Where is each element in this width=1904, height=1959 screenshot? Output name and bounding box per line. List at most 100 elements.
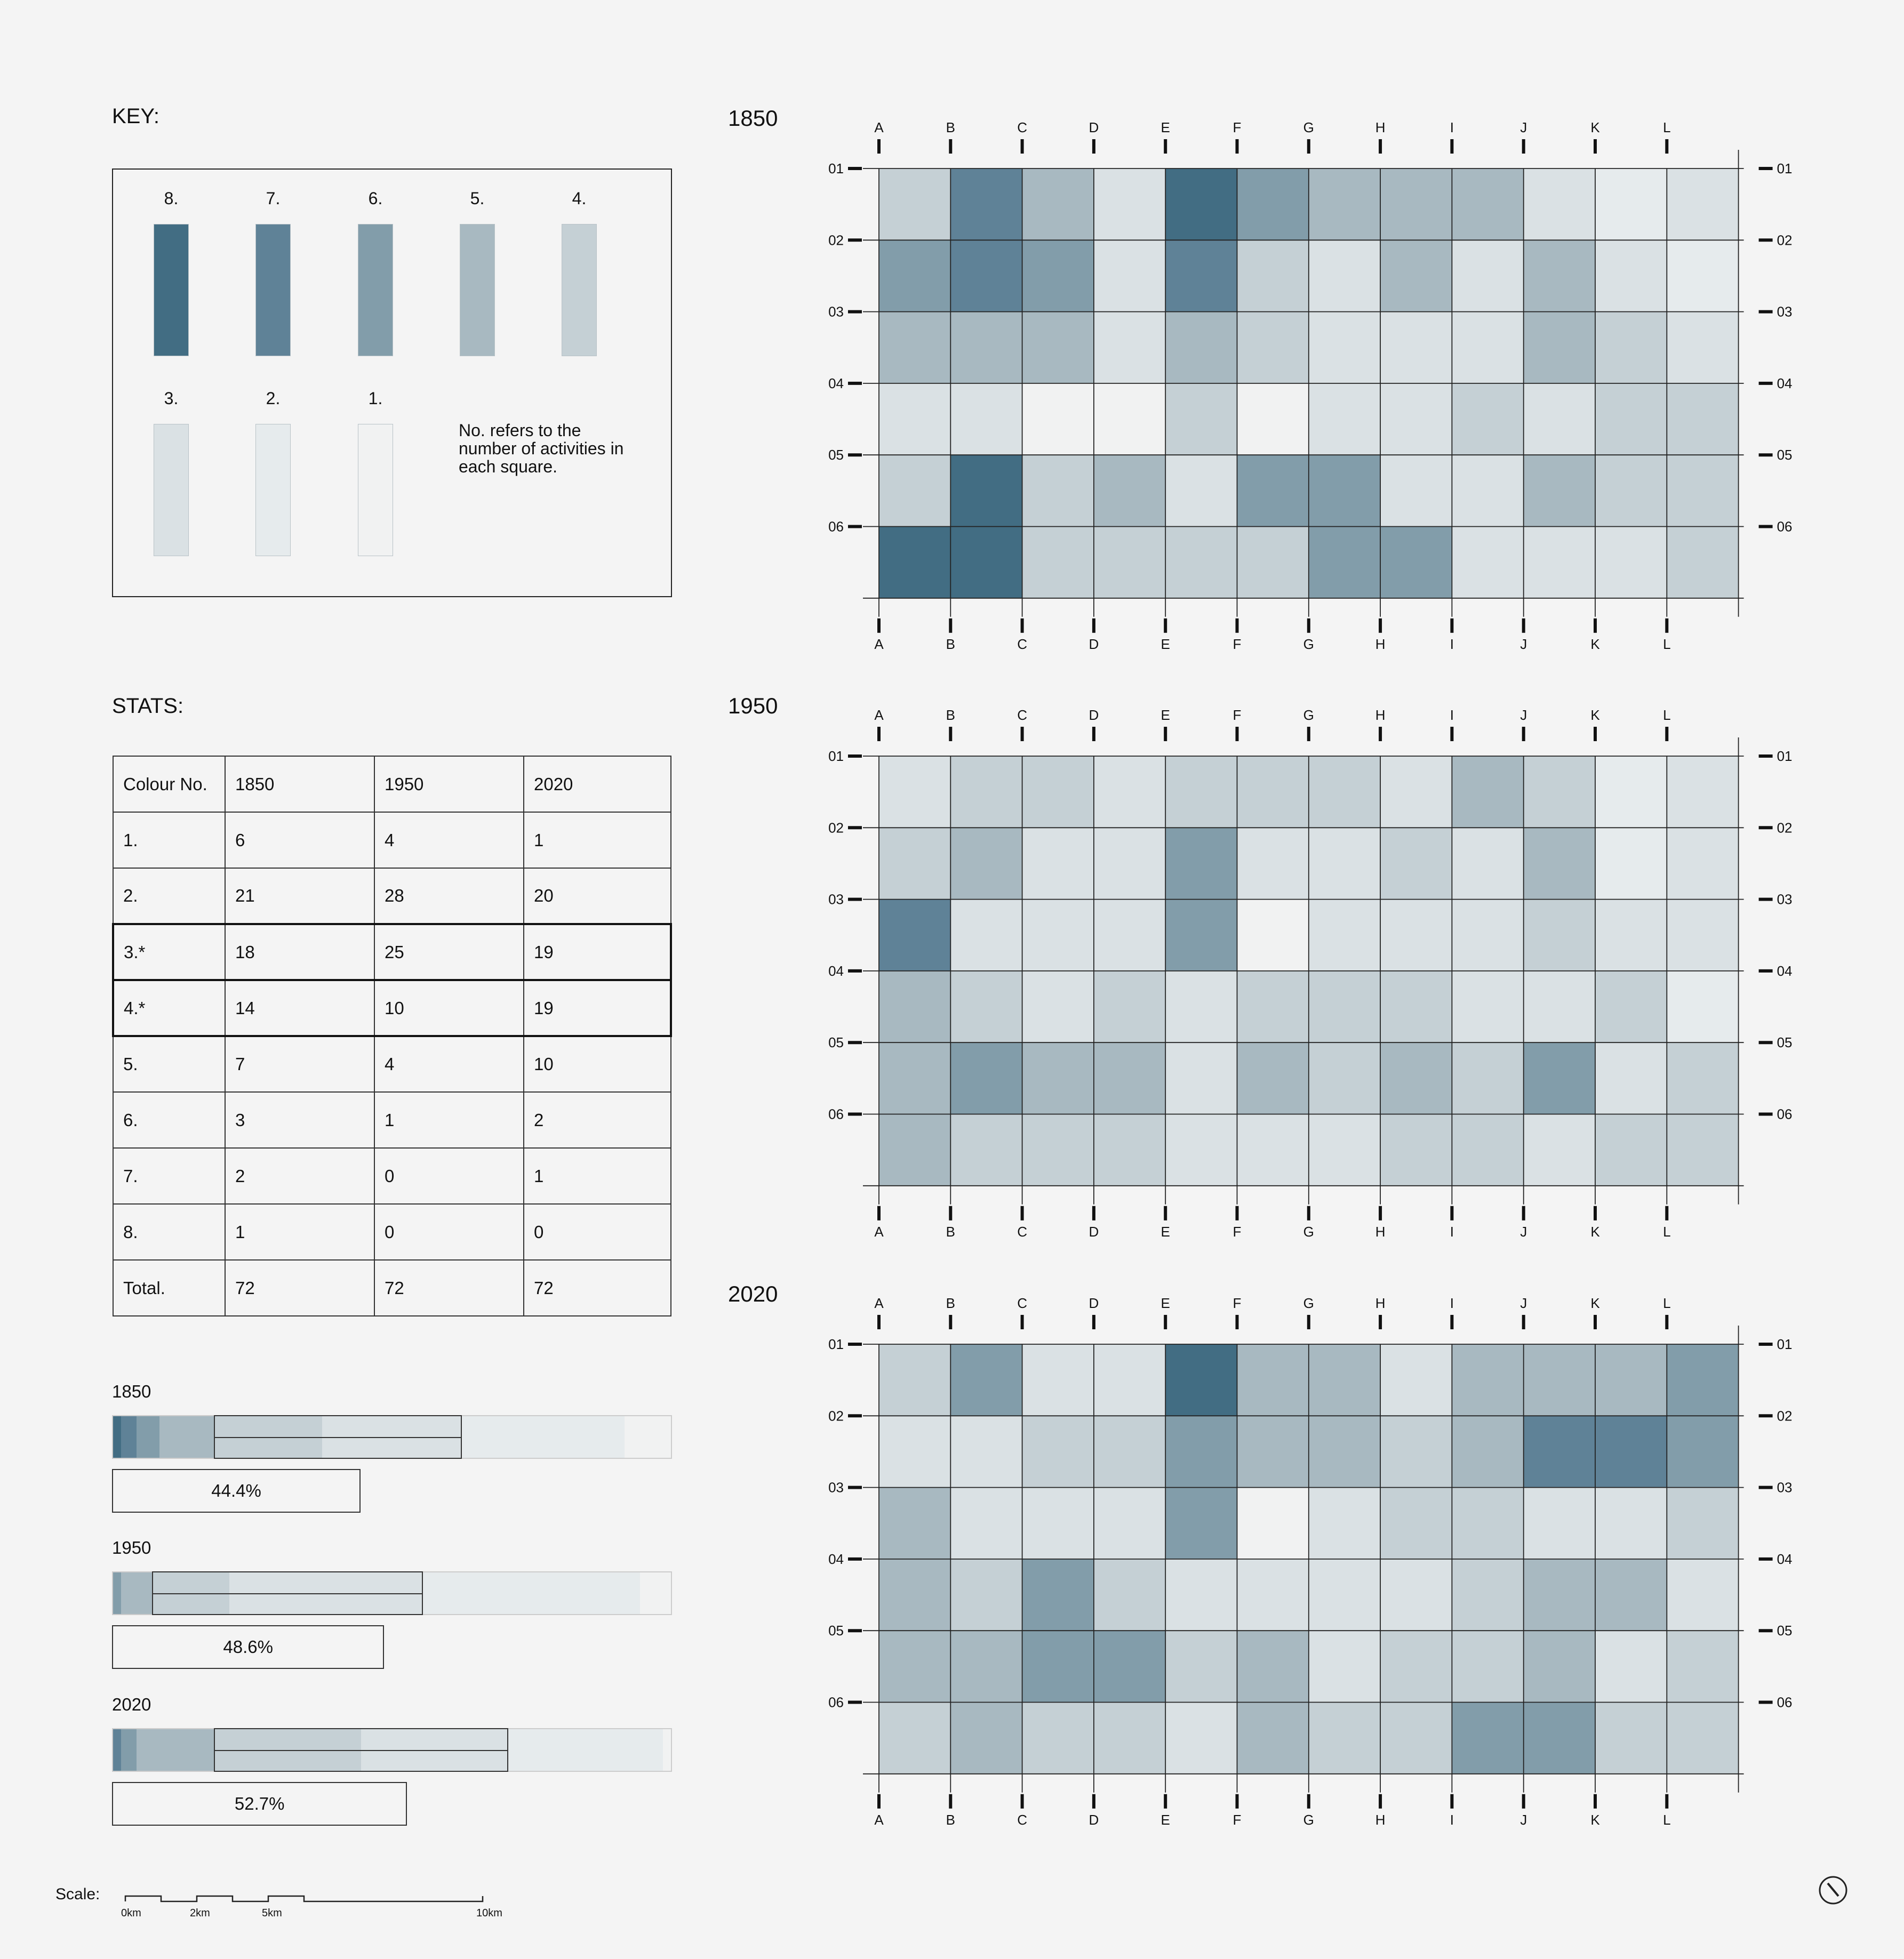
percent-box: 44.4% [112, 1469, 361, 1513]
stats-cell: 19 [523, 923, 672, 981]
col-label-top: F [1233, 119, 1242, 135]
grid-cell [1667, 1042, 1739, 1114]
bar-segment [121, 1572, 153, 1614]
row-label-right: 04 [1777, 375, 1793, 391]
grid-cell [1237, 240, 1309, 312]
grid-cell [879, 168, 951, 240]
col-label-top: B [946, 1295, 955, 1311]
key-title: KEY: [112, 105, 159, 128]
bar-segment [663, 1729, 671, 1771]
grid-cell [1452, 1042, 1524, 1114]
stats-cell: 1 [523, 812, 671, 869]
grid-cell [1667, 455, 1739, 527]
grid-cell [1093, 970, 1166, 1043]
stats-row: 5. 7 4 10 [113, 1035, 671, 1093]
grid-cell [1380, 1559, 1452, 1631]
col-label-bottom: D [1089, 1812, 1099, 1828]
grid-cell [1165, 1416, 1237, 1488]
col-label-top: J [1520, 1295, 1527, 1311]
grid-cell [1308, 1416, 1381, 1488]
col-label-bottom: G [1303, 1224, 1314, 1240]
grid-cell [1595, 828, 1667, 900]
grid-cell [1093, 240, 1166, 312]
col-label-top: A [874, 1295, 884, 1311]
grid-cell [1093, 1487, 1166, 1559]
grid-cell [879, 1702, 951, 1774]
grid-cell [1165, 1487, 1237, 1559]
grid-cell [1093, 1344, 1166, 1416]
grid-cell [1595, 1344, 1667, 1416]
grid-cell [1237, 383, 1309, 455]
row-label-right: 03 [1777, 1480, 1793, 1496]
grid-cell [1523, 828, 1595, 900]
grid-cell [1380, 756, 1452, 828]
col-label-top: F [1233, 1295, 1242, 1311]
stats-cell: 1 [374, 1091, 524, 1149]
stats-row: 8. 1 0 0 [113, 1203, 671, 1260]
grid-cell [1237, 1344, 1309, 1416]
row-label-left: 05 [828, 447, 844, 463]
row-label-left: 06 [828, 1695, 844, 1711]
bar-year-label: 1850 [112, 1382, 151, 1401]
map-1850: 1850 A A B B C C D D E E F F G G H H I I J J K K L L 01 01 02 02 03 03… [728, 106, 1793, 652]
grid-cell [1452, 1487, 1524, 1559]
grid-cell [1667, 756, 1739, 828]
bar-segment [113, 1572, 122, 1614]
grid-cell [1380, 1487, 1452, 1559]
stats-row: 7. 2 0 1 [113, 1147, 671, 1205]
stats-cell: 2. [113, 868, 226, 925]
grid-cell [1452, 970, 1524, 1043]
grid-cell [1452, 526, 1524, 598]
grid-cell [1452, 899, 1524, 971]
grid-cell [1237, 1559, 1309, 1631]
grid-cell [1237, 970, 1309, 1043]
grid-cell [1022, 526, 1094, 598]
grid-cell [1380, 1114, 1452, 1186]
grid-cell [1667, 1416, 1739, 1488]
grid-cell [879, 240, 951, 312]
col-label-top: J [1520, 119, 1527, 135]
grid-cell [879, 526, 951, 598]
grid-cell [1452, 1344, 1524, 1416]
grid-cell [1595, 1416, 1667, 1488]
grid-cell [1093, 899, 1166, 971]
grid-cell [1093, 1631, 1166, 1703]
grid-cell [1237, 1631, 1309, 1703]
grid-cell [1595, 168, 1667, 240]
grid-cell [1667, 240, 1739, 312]
north-arrow-icon [1819, 1876, 1847, 1905]
stats-cell: 3.* [112, 923, 226, 981]
col-label-top: G [1303, 119, 1314, 135]
grid-cell [1380, 311, 1452, 383]
row-label-left: 02 [828, 820, 844, 836]
col-label-top: J [1520, 707, 1527, 723]
col-label-bottom: E [1161, 1224, 1170, 1240]
grid-cell [1237, 1487, 1309, 1559]
stats-cell: 20 [523, 868, 671, 925]
grid-cell [1022, 1702, 1094, 1774]
scale-tick-label: 2km [190, 1907, 210, 1919]
grid-cell [1452, 455, 1524, 527]
grid-cell [1380, 240, 1452, 312]
grid-cell [879, 756, 951, 828]
highlight-frame [151, 1571, 423, 1615]
col-label-top: B [946, 119, 955, 135]
grid-cell [1380, 526, 1452, 598]
col-label-top: C [1017, 1295, 1027, 1311]
stats-row: 4.* 14 10 19 [112, 979, 672, 1037]
key-swatch [154, 424, 189, 556]
grid-cell [879, 455, 951, 527]
stats-cell: 4.* [112, 979, 226, 1037]
col-label-bottom: J [1520, 1812, 1527, 1828]
percent-box: 52.7% [112, 1782, 407, 1826]
grid-cell [950, 526, 1022, 598]
grid-cell [879, 1487, 951, 1559]
grid-cell [1022, 1344, 1094, 1416]
grid-cell [950, 1042, 1022, 1114]
row-label-right: 01 [1777, 1336, 1793, 1352]
grid-cell [1595, 1702, 1667, 1774]
grid-cell [1452, 168, 1524, 240]
grid-cell [1165, 828, 1237, 900]
stats-cell: Total. [113, 1259, 226, 1316]
grid-cell [1165, 1042, 1237, 1114]
